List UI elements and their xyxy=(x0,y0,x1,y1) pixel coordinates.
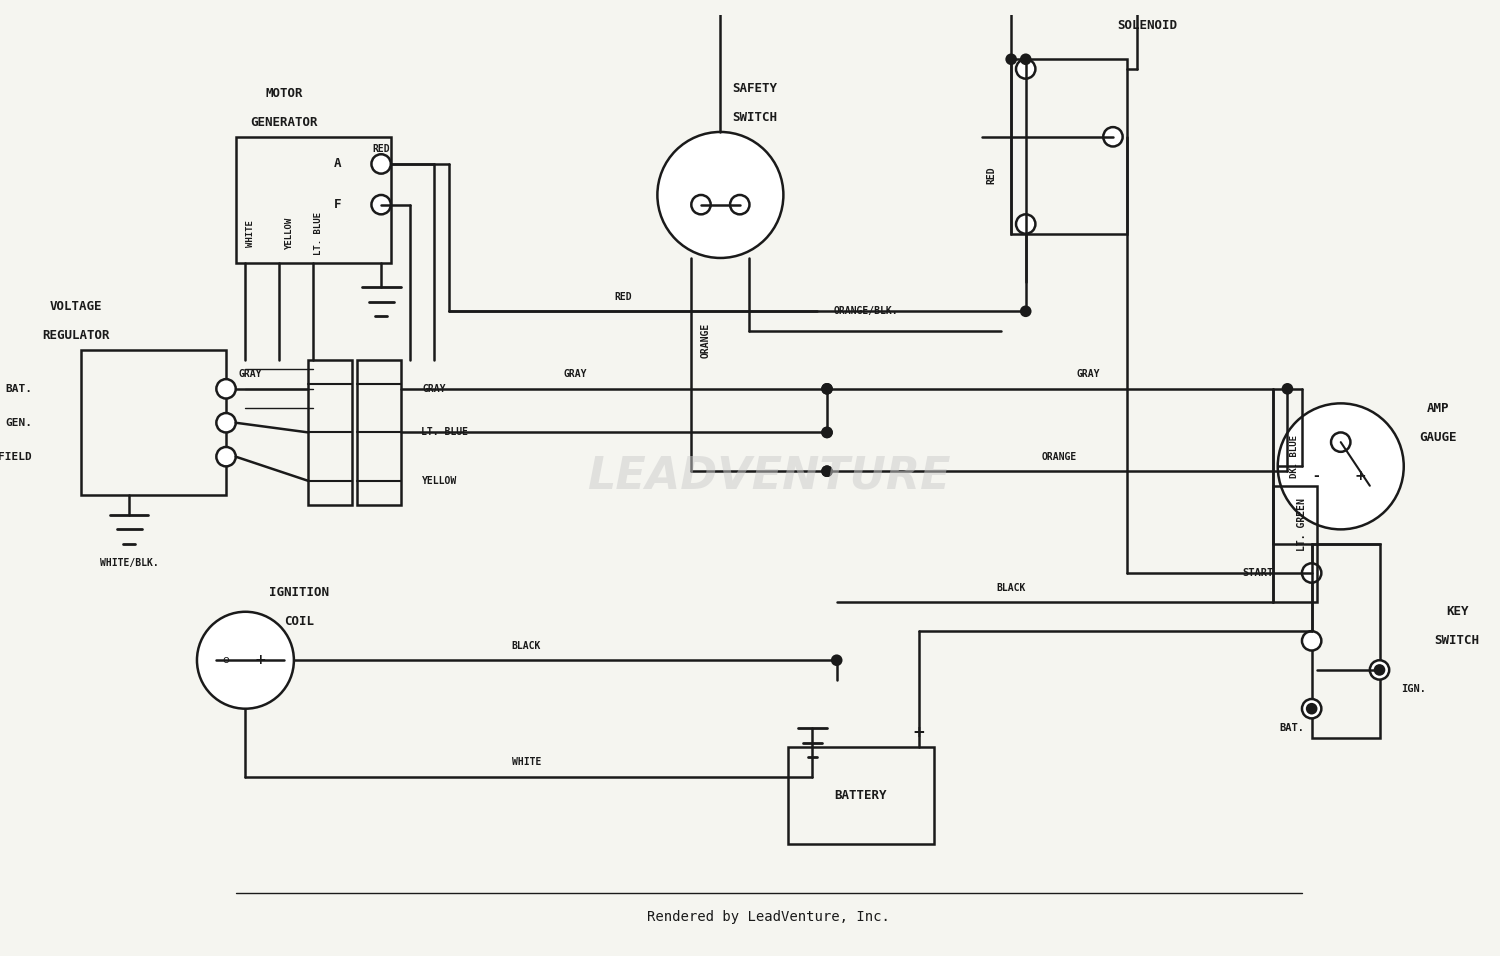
Text: AMP: AMP xyxy=(1426,402,1449,415)
Circle shape xyxy=(821,383,833,395)
Circle shape xyxy=(657,132,783,258)
Text: BLACK: BLACK xyxy=(512,641,542,651)
Circle shape xyxy=(1302,699,1322,718)
Text: LT. GREEN: LT. GREEN xyxy=(1298,498,1306,551)
Text: KEY: KEY xyxy=(1446,605,1468,619)
Bar xyxy=(1311,544,1380,738)
Text: SOLENOID: SOLENOID xyxy=(1118,19,1178,32)
Circle shape xyxy=(1278,403,1404,530)
Circle shape xyxy=(821,383,833,395)
Text: +: + xyxy=(912,726,926,741)
Text: YELLOW: YELLOW xyxy=(422,476,458,486)
Text: RED: RED xyxy=(987,166,998,185)
Text: YELLOW: YELLOW xyxy=(285,218,294,250)
Text: GRAY: GRAY xyxy=(1077,369,1101,380)
Text: SAFETY: SAFETY xyxy=(732,82,777,95)
Text: DK. BLUE: DK. BLUE xyxy=(1290,435,1299,478)
Circle shape xyxy=(1016,59,1035,78)
Text: WHITE: WHITE xyxy=(246,220,255,248)
Text: VOLTAGE: VOLTAGE xyxy=(50,300,102,313)
Text: IGN.: IGN. xyxy=(1401,684,1426,694)
Text: LT. BLUE: LT. BLUE xyxy=(420,427,468,438)
Text: WHITE/BLK.: WHITE/BLK. xyxy=(99,558,159,568)
Circle shape xyxy=(196,612,294,708)
Text: BAT.: BAT. xyxy=(4,383,32,394)
Bar xyxy=(309,359,352,505)
Text: GRAY: GRAY xyxy=(423,383,445,394)
Text: LT. BLUE: LT. BLUE xyxy=(314,212,322,255)
Circle shape xyxy=(216,447,236,467)
Text: GENERATOR: GENERATOR xyxy=(251,116,318,129)
Circle shape xyxy=(372,195,392,214)
Circle shape xyxy=(1281,383,1293,395)
Text: ORANGE: ORANGE xyxy=(1042,451,1077,462)
Circle shape xyxy=(821,466,833,477)
Circle shape xyxy=(821,426,833,438)
Circle shape xyxy=(821,466,833,477)
Text: RED: RED xyxy=(615,292,633,302)
Circle shape xyxy=(1016,214,1035,233)
Text: BATTERY: BATTERY xyxy=(834,790,886,802)
Text: +: + xyxy=(254,653,266,667)
Circle shape xyxy=(1020,306,1032,317)
Text: START: START xyxy=(1242,568,1274,578)
Circle shape xyxy=(730,195,750,214)
Text: A: A xyxy=(334,158,342,170)
Circle shape xyxy=(821,426,833,438)
Text: SWITCH: SWITCH xyxy=(732,111,777,124)
Text: o: o xyxy=(222,655,230,665)
Bar xyxy=(1011,59,1128,233)
Text: FIELD: FIELD xyxy=(0,451,32,462)
Text: Rendered by LeadVenture, Inc.: Rendered by LeadVenture, Inc. xyxy=(648,910,891,924)
Circle shape xyxy=(1374,664,1386,676)
Text: RED: RED xyxy=(372,144,390,155)
Circle shape xyxy=(1104,127,1122,146)
Text: LEADVENTURE: LEADVENTURE xyxy=(586,454,951,497)
Circle shape xyxy=(1020,0,1032,7)
Bar xyxy=(788,748,933,844)
Circle shape xyxy=(216,380,236,399)
Circle shape xyxy=(1020,54,1032,65)
Text: WHITE: WHITE xyxy=(512,757,542,767)
Bar xyxy=(357,359,401,505)
Text: COIL: COIL xyxy=(284,615,314,628)
Circle shape xyxy=(216,413,236,432)
Text: GRAY: GRAY xyxy=(562,369,586,380)
Text: REGULATOR: REGULATOR xyxy=(42,329,110,342)
Text: -: - xyxy=(1314,469,1320,483)
Circle shape xyxy=(1306,703,1317,714)
Text: IGNITION: IGNITION xyxy=(268,586,328,598)
Text: BAT.: BAT. xyxy=(1280,723,1305,733)
Circle shape xyxy=(1330,432,1350,452)
Text: GEN.: GEN. xyxy=(4,418,32,427)
Text: F: F xyxy=(334,198,342,211)
Text: SWITCH: SWITCH xyxy=(1434,635,1479,647)
Bar xyxy=(1274,486,1317,602)
Text: GAUGE: GAUGE xyxy=(1419,431,1456,444)
Circle shape xyxy=(372,154,392,174)
Text: ORANGE: ORANGE xyxy=(700,323,711,358)
Circle shape xyxy=(1370,661,1389,680)
Text: ORANGE/BLK.: ORANGE/BLK. xyxy=(834,306,898,316)
Circle shape xyxy=(831,655,843,666)
Text: GRAY: GRAY xyxy=(238,369,262,380)
Bar xyxy=(81,350,226,495)
Text: BLACK: BLACK xyxy=(996,582,1026,593)
Circle shape xyxy=(1302,563,1322,583)
Circle shape xyxy=(1302,631,1322,650)
Text: MOTOR: MOTOR xyxy=(266,87,303,99)
Text: +: + xyxy=(1354,469,1366,483)
Circle shape xyxy=(692,195,711,214)
Circle shape xyxy=(1005,54,1017,65)
Bar xyxy=(236,137,392,263)
